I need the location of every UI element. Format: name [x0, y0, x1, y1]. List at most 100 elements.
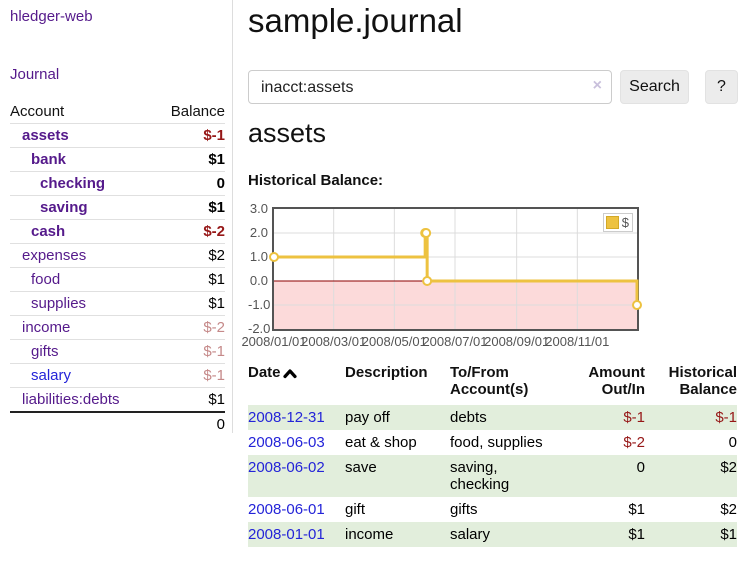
transaction-date-link[interactable]: 2008-06-02 — [248, 459, 325, 476]
y-tick-label: -2.0 — [248, 321, 271, 336]
transaction-row: 2008-12-31 pay off debts $-1 $-1 — [248, 405, 737, 430]
help-button[interactable]: ? — [705, 70, 738, 104]
transaction-date-link[interactable]: 2008-01-01 — [248, 526, 325, 543]
account-link[interactable]: liabilities:debts — [22, 391, 120, 408]
account-link[interactable]: cash — [31, 223, 66, 240]
transaction-date-link[interactable]: 2008-06-03 — [248, 434, 325, 451]
transaction-accounts: salary — [450, 522, 580, 547]
account-heading: assets — [248, 118, 327, 148]
account-row: expenses $2 — [10, 244, 225, 268]
transaction-accounts: saving, checking — [450, 455, 580, 497]
page-title: sample.journal — [248, 2, 463, 39]
account-link[interactable]: checking — [40, 175, 106, 192]
account-balance: $1 — [208, 391, 225, 408]
register-header-row: Date Description To/From Account(s) Amou… — [248, 362, 737, 405]
account-link[interactable]: assets — [22, 127, 69, 144]
accounts-header-balance: Balance — [170, 103, 225, 120]
transaction-accounts: debts — [450, 405, 580, 430]
date-header-label: Date — [248, 364, 281, 381]
accounts-total-value: 0 — [216, 416, 225, 433]
register-table: Date Description To/From Account(s) Amou… — [248, 362, 737, 547]
sort-ascending-icon — [282, 368, 297, 378]
x-tick-label: 2008/05/01 — [361, 334, 427, 349]
account-link[interactable]: bank — [31, 151, 67, 168]
account-row: liabilities:debts $1 — [10, 388, 225, 412]
account-row: food $1 — [10, 268, 225, 292]
nav-journal-link[interactable]: Journal — [10, 66, 60, 83]
x-tick-label: 2008/09/01 — [484, 334, 550, 349]
clear-search-icon[interactable]: × — [592, 77, 602, 94]
account-row: gifts $-1 — [10, 340, 225, 364]
search-input[interactable] — [259, 72, 583, 104]
register-header-accounts: To/From Account(s) — [450, 364, 529, 398]
transaction-balance: $1 — [645, 522, 737, 547]
y-tick-label: -1.0 — [248, 297, 271, 312]
transaction-description: income — [345, 522, 450, 547]
transaction-row: 2008-06-01 gift gifts $1 $2 — [248, 497, 737, 522]
account-link[interactable]: expenses — [22, 247, 87, 264]
account-link[interactable]: income — [22, 319, 71, 336]
account-link[interactable]: gifts — [31, 343, 59, 360]
chart-legend: $ — [602, 213, 633, 232]
account-row: bank $1 — [10, 148, 225, 172]
search-box: × — [248, 70, 612, 104]
x-tick-label: 2008/07/01 — [422, 334, 488, 349]
transaction-date-link[interactable]: 2008-12-31 — [248, 409, 325, 426]
transaction-amount: $-1 — [580, 405, 645, 430]
register-header-amount: Amount Out/In — [588, 364, 645, 398]
chart-title: Historical Balance: — [248, 172, 384, 189]
transaction-amount: $-2 — [623, 434, 645, 451]
y-tick-label: 3.0 — [249, 201, 268, 216]
account-balance: $-2 — [203, 223, 225, 240]
account-row: income $-2 — [10, 316, 225, 340]
transaction-accounts: gifts — [450, 501, 478, 518]
transaction-row: 2008-01-01 income salary $1 $1 — [248, 522, 737, 547]
balance-chart: 3.0 2.0 1.0 0.0 -1.0 -2.0 $ 2008/01/01 2008/03… — [241, 200, 737, 350]
account-balance: 0 — [216, 175, 225, 192]
accounts-header-row: Account Balance — [10, 100, 225, 124]
account-balance: $2 — [208, 247, 225, 264]
main-content: sample.journal × Search ? assets Histori… — [241, 0, 738, 582]
search-form: × Search ? — [248, 70, 738, 104]
accounts-table: Account Balance assets $-1 bank $1 check… — [10, 100, 225, 436]
search-button[interactable]: Search — [620, 70, 689, 104]
account-balance: $1 — [208, 295, 225, 312]
legend-label: $ — [621, 215, 629, 230]
x-tick-label: 2008/01/01 — [241, 334, 307, 349]
account-balance: $-1 — [203, 367, 225, 384]
chart-plot: $ — [269, 207, 642, 331]
transaction-description: gift — [345, 501, 366, 518]
y-tick-label: 2.0 — [249, 225, 268, 240]
account-balance: $1 — [208, 151, 225, 168]
account-balance: $-2 — [203, 319, 225, 336]
transaction-balance: $-1 — [645, 405, 737, 430]
account-balance: $1 — [208, 199, 225, 216]
transaction-date-link[interactable]: 2008-06-01 — [248, 501, 325, 518]
legend-swatch-icon — [605, 216, 619, 229]
account-row: cash $-2 — [10, 220, 225, 244]
account-link[interactable]: saving — [40, 199, 88, 216]
x-tick-label: 2008/11/01 — [545, 334, 610, 349]
account-balance: $-1 — [203, 127, 225, 144]
account-link[interactable]: supplies — [31, 295, 87, 312]
account-row: assets $-1 — [10, 124, 225, 148]
register-header-description: Description — [345, 364, 428, 381]
register-header-balance: Historical Balance — [668, 364, 737, 398]
sidebar: hledger-web Journal Account Balance asse… — [0, 0, 233, 433]
account-row: saving $1 — [10, 196, 225, 220]
transaction-row: 2008-06-02 save saving, checking 0 $2 — [248, 455, 737, 497]
transaction-balance: $2 — [720, 501, 737, 518]
y-tick-label: 1.0 — [249, 249, 268, 264]
accounts-header-account: Account — [10, 103, 65, 120]
transaction-amount: $1 — [628, 501, 645, 518]
account-link[interactable]: salary — [31, 367, 72, 384]
transaction-description: pay off — [345, 405, 450, 430]
account-balance: $-1 — [203, 343, 225, 360]
transaction-balance: 0 — [728, 434, 737, 451]
register-header-date[interactable]: Date — [248, 362, 345, 405]
account-row: salary $-1 — [10, 364, 225, 388]
app-title-link[interactable]: hledger-web — [10, 8, 93, 25]
account-link[interactable]: food — [31, 271, 61, 288]
account-row: supplies $1 — [10, 292, 225, 316]
x-tick-label: 2008/03/01 — [301, 334, 367, 349]
